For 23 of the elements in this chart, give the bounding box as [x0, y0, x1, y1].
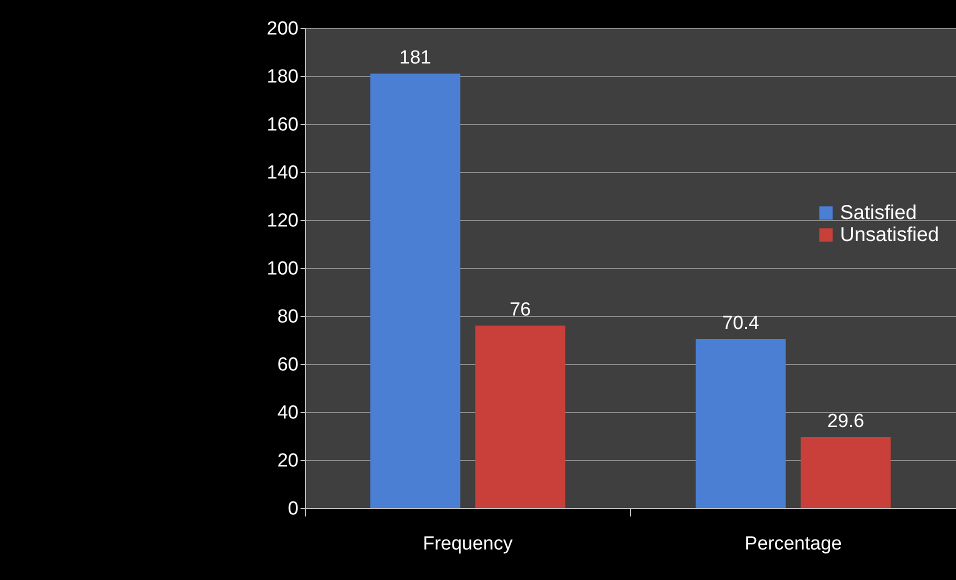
- y-tick-label: 60: [277, 354, 298, 376]
- legend-label: Satisfied: [840, 202, 917, 224]
- bar: [800, 436, 891, 508]
- data-label: 70.4: [722, 313, 760, 334]
- x-tick-label: Frequency: [422, 534, 514, 554]
- y-tick-label: 120: [266, 210, 298, 232]
- y-tick-label: 40: [277, 402, 298, 424]
- legend-label: Unsatisfied: [840, 224, 939, 246]
- data-label: 29.6: [827, 410, 864, 432]
- data-label: 181: [399, 48, 432, 69]
- y-tick-label: 20: [277, 450, 298, 472]
- y-tick-label: 0: [288, 498, 298, 520]
- y-tick-label: 160: [266, 114, 298, 136]
- y-tick-label: 140: [266, 162, 298, 184]
- bar: [475, 326, 566, 508]
- x-tick-label: Percentage: [744, 534, 842, 554]
- y-tick-label: 100: [266, 258, 298, 280]
- y-tick-label: 200: [266, 18, 298, 40]
- bar: [696, 339, 786, 508]
- y-tick-label: 180: [266, 66, 298, 88]
- bar: [370, 74, 460, 508]
- y-tick-label: 80: [277, 306, 298, 328]
- data-label: 76: [510, 300, 531, 321]
